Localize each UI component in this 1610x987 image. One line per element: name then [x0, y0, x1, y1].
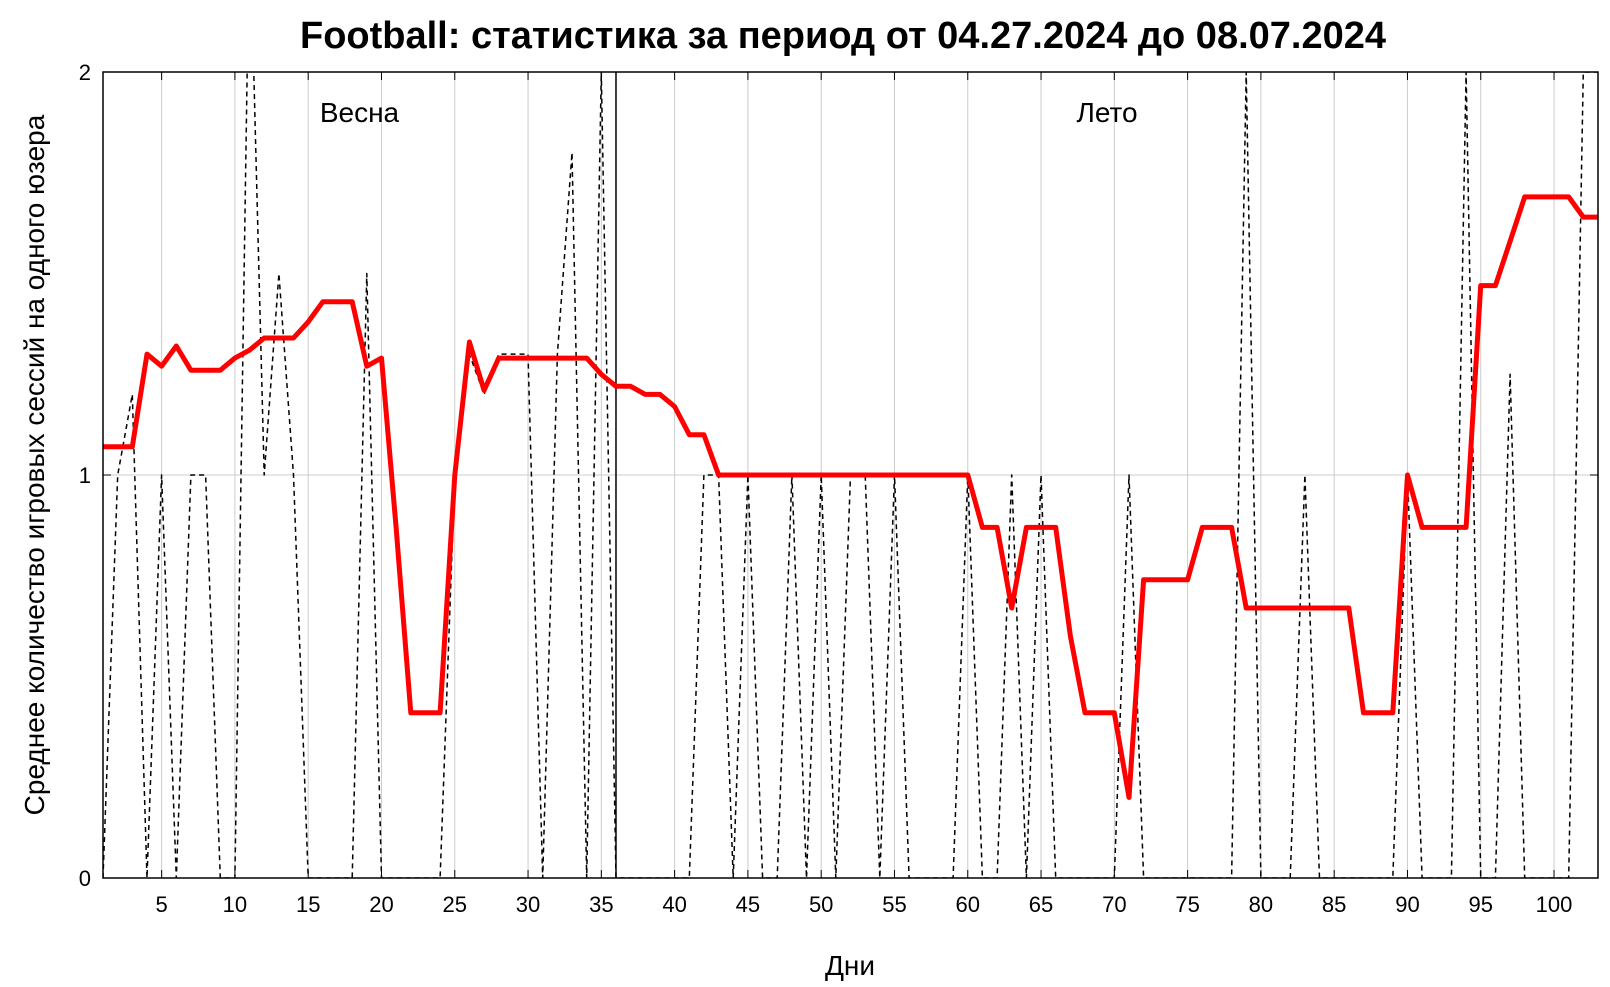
x-tick-label: 20 — [369, 892, 393, 917]
x-tick-label: 35 — [589, 892, 613, 917]
x-tick-label: 25 — [443, 892, 467, 917]
series-dashed-line — [103, 72, 1598, 878]
y-tick-label: 2 — [79, 60, 91, 85]
tick-labels: 5 10 15 20 25 30 35 40 45 50 55 60 65 70 75 80 85 90 95 100… — [79, 60, 1598, 917]
x-tick-label: 55 — [882, 892, 906, 917]
series-group — [103, 72, 1598, 878]
x-tick-label: 80 — [1249, 892, 1273, 917]
x-tick-label: 60 — [956, 892, 980, 917]
x-tick-label: 5 — [156, 892, 168, 917]
x-tick-label: 50 — [809, 892, 833, 917]
x-tick-label: 90 — [1395, 892, 1419, 917]
x-tick-label: 65 — [1029, 892, 1053, 917]
series-moving-average-line — [103, 194, 1598, 800]
y-tick-label: 0 — [79, 866, 91, 891]
x-tick-label: 10 — [223, 892, 247, 917]
x-tick-label: 15 — [296, 892, 320, 917]
x-tick-label: 95 — [1469, 892, 1493, 917]
chart-title: Football: статистика за период от 04.27.… — [300, 15, 1386, 57]
season-dividers: Весна Лето — [320, 72, 1138, 878]
x-tick-label: 40 — [662, 892, 686, 917]
x-tick-label: 30 — [516, 892, 540, 917]
y-axis-label: Среднее количество игровых сессий на одн… — [19, 114, 50, 815]
x-tick-label: 70 — [1102, 892, 1126, 917]
x-tick-label: 100 — [1536, 892, 1573, 917]
y-tick-label: 1 — [79, 463, 91, 488]
x-tick-label: 45 — [736, 892, 760, 917]
season-label: Лето — [1076, 97, 1137, 128]
x-tick-label: 75 — [1175, 892, 1199, 917]
x-axis-label: Дни — [825, 950, 875, 981]
season-label: Весна — [320, 97, 400, 128]
x-tick-label: 85 — [1322, 892, 1346, 917]
